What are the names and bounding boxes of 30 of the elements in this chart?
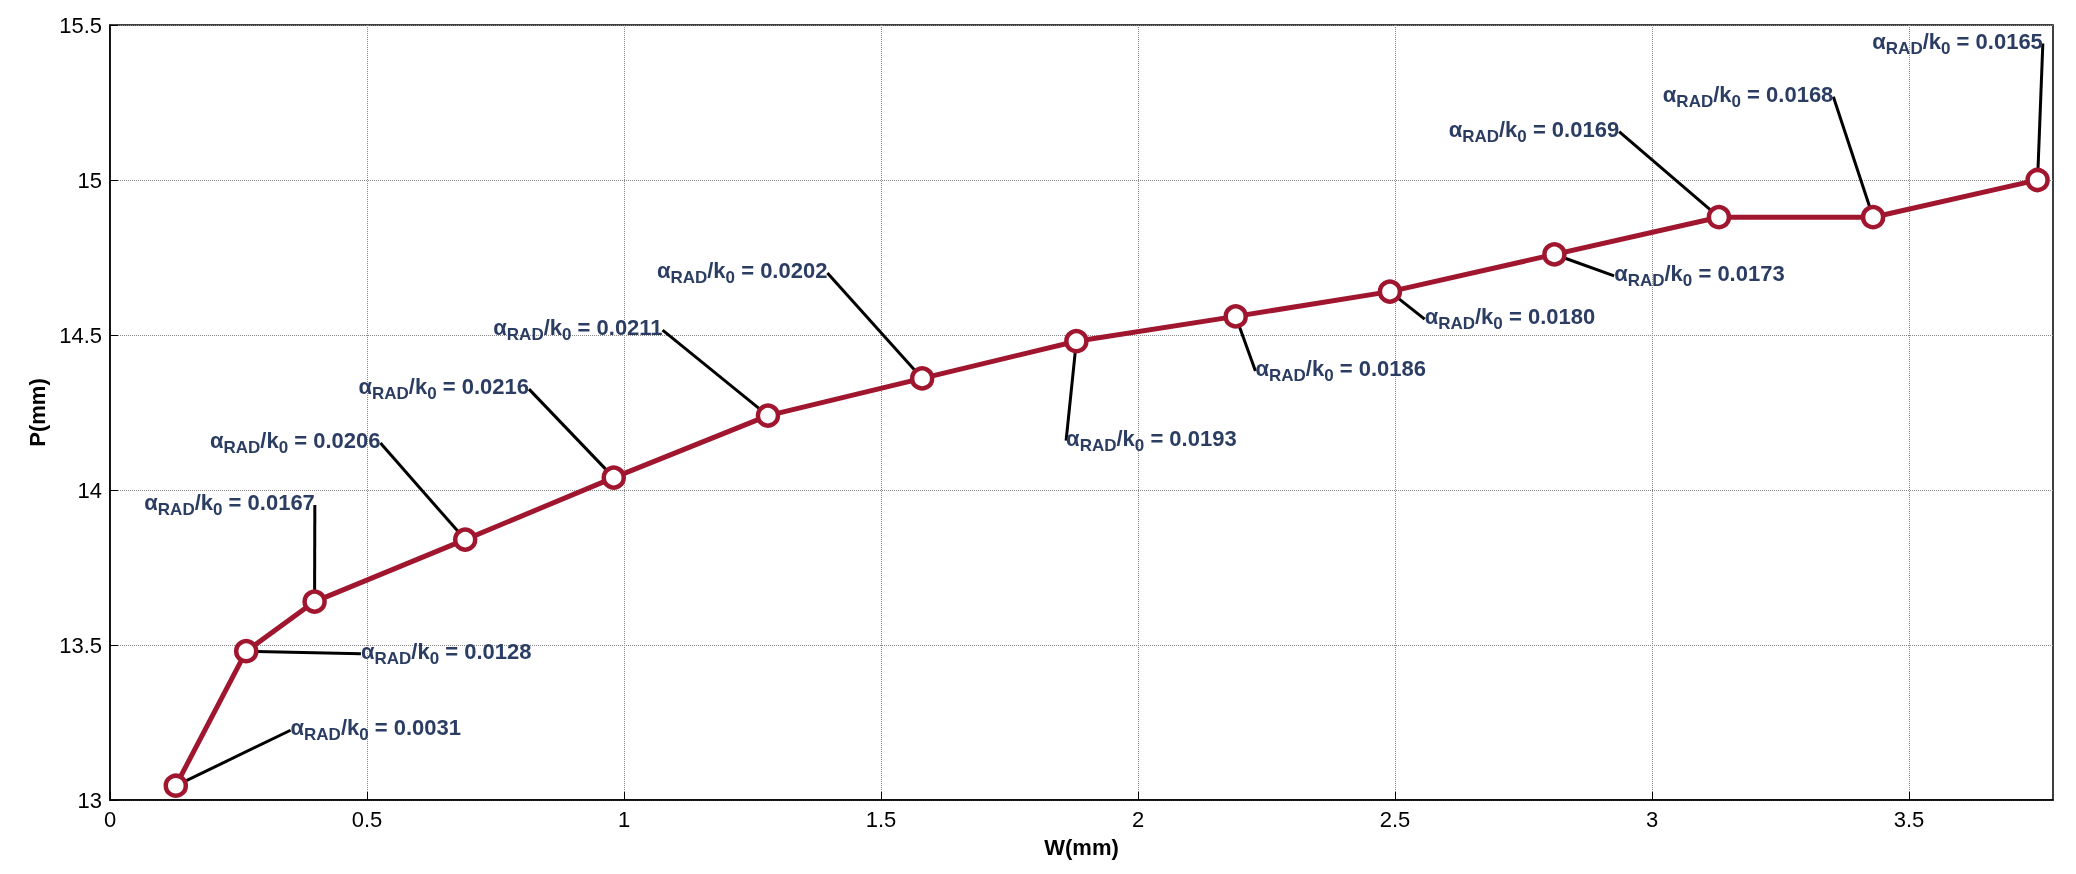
- point: [1223, 304, 1248, 329]
- y-tick-label: 13.5: [59, 632, 102, 658]
- y-tick-label: 14.5: [59, 322, 102, 348]
- y-tick-label: 14: [77, 477, 102, 503]
- point: [909, 366, 935, 391]
- point: [1542, 242, 1567, 267]
- x-tick-label: 0.5: [351, 806, 383, 832]
- point: [1706, 204, 1732, 230]
- y-tick-label: 13: [77, 787, 102, 813]
- x-tick-label: 3.5: [1893, 806, 1925, 832]
- x-tick-label: 2: [1131, 806, 1145, 832]
- x-tick-label: 1.5: [865, 806, 897, 832]
- x-tick-label: 2.5: [1379, 806, 1411, 832]
- point: [302, 589, 327, 614]
- point: [1860, 204, 1886, 230]
- point: [2025, 167, 2050, 193]
- y-axis-title: P(mm): [24, 378, 50, 447]
- x-tick-label: 3: [1645, 806, 1659, 832]
- point: [601, 465, 626, 490]
- x-tick-label: 1: [617, 806, 631, 832]
- x-tick-label: 0: [103, 806, 117, 832]
- point: [755, 403, 781, 428]
- y-tick-label: 15.5: [59, 12, 102, 38]
- point: [233, 638, 259, 664]
- y-tick-label: 15: [77, 167, 102, 193]
- point: [452, 527, 478, 552]
- point: [1377, 279, 1403, 304]
- point: [163, 773, 189, 798]
- x-axis-title: W(mm): [1044, 834, 1119, 860]
- point: [1064, 328, 1089, 354]
